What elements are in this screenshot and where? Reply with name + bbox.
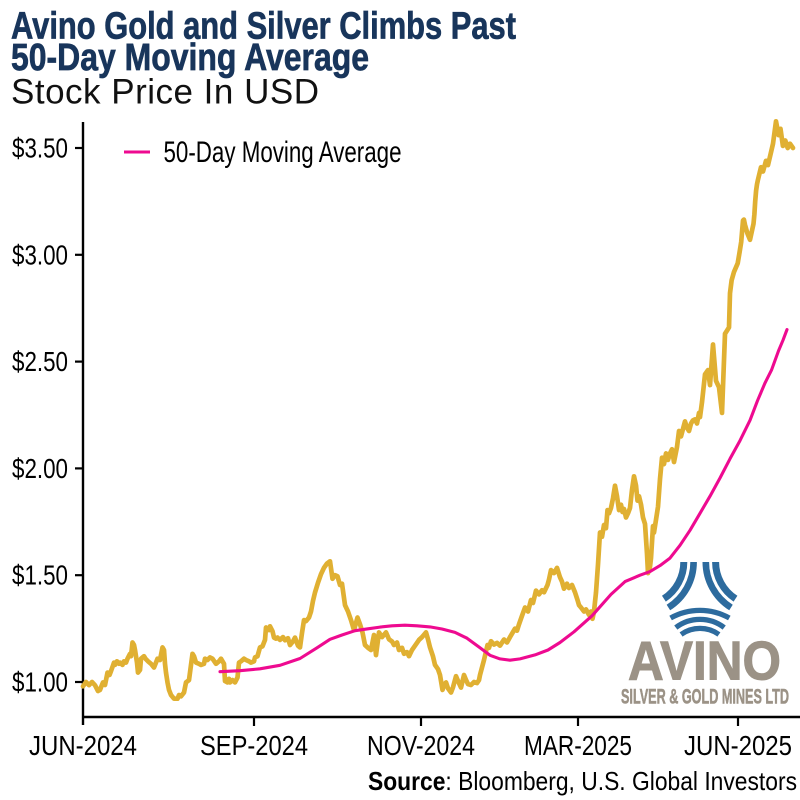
svg-text:NOV-2024: NOV-2024 <box>367 730 475 761</box>
svg-text:50-Day Moving Average: 50-Day Moving Average <box>11 37 369 79</box>
svg-text:Avino Gold and Silver Climbs P: Avino Gold and Silver Climbs Past <box>11 6 516 48</box>
svg-text:MAR-2025: MAR-2025 <box>524 730 632 761</box>
svg-text:SEP-2024: SEP-2024 <box>200 730 308 761</box>
svg-text:$2.50: $2.50 <box>12 346 68 377</box>
svg-text:JUN-2025: JUN-2025 <box>684 730 792 761</box>
svg-text:Stock Price In USD: Stock Price In USD <box>11 73 319 112</box>
svg-text:Source: Bloomberg, U.S. Global: Source: Bloomberg, U.S. Global Investors <box>368 766 797 796</box>
svg-text:JUN-2024: JUN-2024 <box>29 730 137 761</box>
svg-text:$3.00: $3.00 <box>12 239 68 270</box>
svg-text:AVINO: AVINO <box>628 631 781 692</box>
svg-text:$1.00: $1.00 <box>12 667 68 698</box>
svg-text:$1.50: $1.50 <box>12 560 68 591</box>
svg-text:$3.50: $3.50 <box>12 133 68 164</box>
svg-text:50-Day Moving Average: 50-Day Moving Average <box>164 136 402 169</box>
svg-text:$2.00: $2.00 <box>12 453 68 484</box>
svg-text:SILVER & GOLD MINES LTD: SILVER & GOLD MINES LTD <box>621 685 789 709</box>
